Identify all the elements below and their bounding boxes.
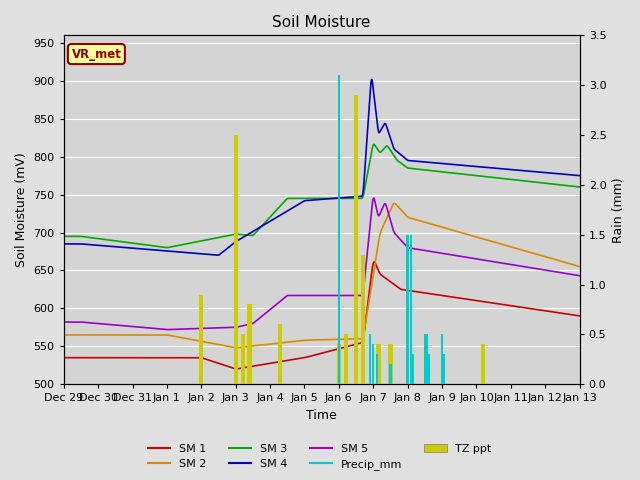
Bar: [199, 295, 204, 384]
Title: Soil Moisture: Soil Moisture: [273, 15, 371, 30]
Bar: [388, 344, 392, 384]
Bar: [369, 335, 371, 384]
Bar: [234, 135, 237, 384]
Bar: [424, 335, 426, 384]
Bar: [426, 335, 428, 384]
Bar: [338, 75, 340, 384]
Bar: [241, 335, 244, 384]
Bar: [337, 344, 341, 384]
Bar: [389, 364, 392, 384]
Bar: [481, 344, 485, 384]
Bar: [412, 354, 414, 384]
Bar: [376, 354, 378, 384]
Y-axis label: Rain (mm): Rain (mm): [612, 177, 625, 242]
Bar: [406, 235, 409, 384]
Y-axis label: Soil Moisture (mV): Soil Moisture (mV): [15, 153, 28, 267]
Bar: [361, 254, 365, 384]
X-axis label: Time: Time: [307, 409, 337, 422]
Bar: [410, 235, 412, 384]
Bar: [376, 344, 381, 384]
Legend: SM 1, SM 2, SM 3, SM 4, SM 5, Precip_mm, TZ ppt: SM 1, SM 2, SM 3, SM 4, SM 5, Precip_mm,…: [144, 439, 496, 474]
Bar: [354, 95, 358, 384]
Bar: [441, 335, 444, 384]
Bar: [443, 354, 445, 384]
Bar: [372, 344, 374, 384]
Text: VR_met: VR_met: [72, 48, 122, 60]
Bar: [278, 324, 282, 384]
Bar: [344, 335, 348, 384]
Bar: [427, 354, 429, 384]
Bar: [248, 304, 252, 384]
